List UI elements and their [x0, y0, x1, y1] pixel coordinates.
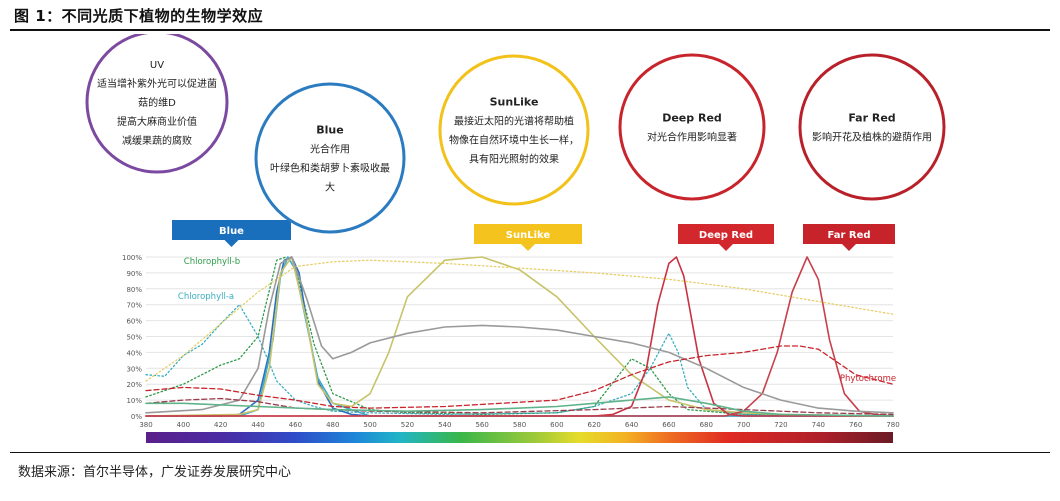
x-tick-label: 580 — [513, 421, 526, 429]
banner-label: Blue — [219, 226, 244, 237]
annotation-phytochrome: Phytochrome — [840, 374, 896, 384]
series-line-green-base — [145, 396, 894, 417]
spectrum-chart: 0% 10% 20% 30% 40% 50% 60% 70% 80% 90% 100% 380 400 4… — [85, 34, 946, 443]
bubble-circle — [618, 53, 766, 201]
x-tick-label: 640 — [625, 421, 638, 429]
title-rule — [10, 29, 1050, 31]
y-tick-label: 30% — [126, 365, 142, 373]
bubble-text: 叶绿色和类胡萝卜素吸收最 — [270, 162, 390, 175]
y-tick-label: 70% — [126, 302, 142, 310]
x-tick-label: 560 — [475, 421, 488, 429]
banner-sunlike: SunLike — [474, 224, 582, 251]
series-line-gray — [145, 256, 894, 414]
bubble-text: 具有阳光照射的效果 — [469, 153, 559, 166]
source-note: 数据来源：首尔半导体，广发证券发展研究中心 — [18, 465, 292, 480]
x-tick-label: 420 — [214, 421, 227, 429]
y-tick-label: 20% — [126, 381, 142, 389]
x-tick-label: 440 — [251, 421, 264, 429]
bubble-text: 物像在自然环境中生长一样， — [449, 134, 579, 147]
x-tick-label: 380 — [139, 421, 152, 429]
y-tick-label: 0% — [131, 413, 142, 421]
y-tick-label: 100% — [122, 254, 142, 262]
bubble-deepred: Deep Red 对光合作用影响显著 — [618, 53, 766, 201]
y-tick-label: 60% — [126, 318, 142, 326]
annotation-chlorophyll-a: Chlorophyll-a — [178, 292, 234, 302]
bubble-text: 对光合作用影响显著 — [647, 131, 737, 144]
banner-label: Far Red — [827, 230, 870, 241]
x-tick-label: 780 — [886, 421, 899, 429]
y-tick-label: 50% — [126, 334, 142, 342]
bubble-text: 大 — [325, 181, 335, 194]
bubble-title: Deep Red — [662, 112, 722, 125]
banner-farred: Far Red — [803, 224, 895, 251]
x-tick-label: 720 — [774, 421, 787, 429]
x-tick-label: 760 — [849, 421, 862, 429]
y-tick-label: 80% — [126, 286, 142, 294]
bubble-farred: Far Red 影响开花及植株的避荫作用 — [798, 53, 946, 201]
bubble-text: 提高大麻商业价值 — [117, 115, 197, 128]
y-tick-label: 10% — [126, 397, 142, 405]
bubble-text: 光合作用 — [310, 143, 350, 156]
bubble-circle — [254, 82, 406, 234]
bubble-text: UV — [150, 60, 164, 71]
bubble-circle — [798, 53, 946, 201]
spectrum-bar — [146, 432, 893, 443]
x-tick-label: 600 — [550, 421, 563, 429]
series-line-deep-red — [145, 256, 894, 417]
bubble-text: 适当增补紫外光可以促进菌 — [97, 77, 217, 90]
x-tick-label: 520 — [401, 421, 414, 429]
x-tick-label: 480 — [326, 421, 339, 429]
x-tick-label: 680 — [700, 421, 713, 429]
banner-deepred: Deep Red — [678, 224, 774, 251]
bubble-title: SunLike — [490, 96, 539, 109]
series-line-phytochrome-2 — [145, 397, 894, 416]
y-tick-label: 40% — [126, 349, 142, 357]
bubble-circle — [85, 34, 229, 174]
x-tick-label: 500 — [363, 421, 376, 429]
annotation-chlorophyll-b: Chlorophyll-b — [184, 257, 240, 267]
source-rule — [10, 452, 1050, 453]
banner-label: Deep Red — [699, 230, 753, 241]
banner-label: SunLike — [506, 230, 551, 241]
y-tick-label: 90% — [126, 270, 142, 278]
bubble-title: Blue — [316, 124, 343, 137]
bubble-title: Far Red — [848, 112, 895, 125]
bubble-text: 减缓果蔬的腐败 — [122, 134, 192, 147]
series-line-daylight — [145, 259, 894, 382]
x-tick-label: 660 — [662, 421, 675, 429]
x-tick-label: 740 — [812, 421, 825, 429]
x-tick-label: 400 — [177, 421, 190, 429]
x-tick-label: 700 — [737, 421, 750, 429]
bubble-text: 最接近太阳的光谱将帮助植 — [454, 115, 574, 128]
bubble-text: 影响开花及植株的避荫作用 — [812, 131, 932, 144]
bubble-text: 菇的维D — [138, 96, 176, 109]
bubble-circle — [438, 54, 590, 206]
series-line-sunlike — [145, 256, 894, 417]
series-line-phytochrome — [145, 345, 894, 409]
x-tick-label: 460 — [289, 421, 302, 429]
x-tick-label: 540 — [438, 421, 451, 429]
series-line-chlorophyll-a — [145, 304, 894, 417]
figure-title: 图 1：不同光质下植物的生物学效应 — [14, 7, 264, 25]
banner-blue: Blue — [172, 220, 291, 247]
x-tick-label: 620 — [588, 421, 601, 429]
